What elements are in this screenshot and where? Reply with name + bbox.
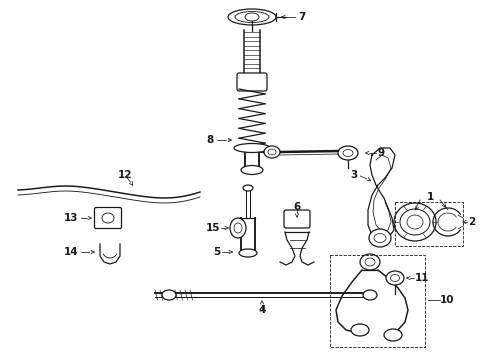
FancyBboxPatch shape bbox=[237, 73, 267, 91]
Text: 14: 14 bbox=[63, 247, 78, 257]
FancyBboxPatch shape bbox=[284, 210, 310, 228]
Bar bbox=[330, 255, 425, 347]
Ellipse shape bbox=[351, 324, 369, 336]
Ellipse shape bbox=[338, 146, 358, 160]
Ellipse shape bbox=[241, 166, 263, 175]
Text: 2: 2 bbox=[468, 217, 475, 227]
Text: 1: 1 bbox=[426, 192, 434, 202]
Text: 5: 5 bbox=[213, 247, 220, 257]
Ellipse shape bbox=[363, 290, 377, 300]
Text: 8: 8 bbox=[207, 135, 214, 145]
Ellipse shape bbox=[391, 274, 399, 282]
FancyBboxPatch shape bbox=[95, 207, 122, 229]
Text: 10: 10 bbox=[440, 295, 455, 305]
Ellipse shape bbox=[234, 144, 270, 153]
Ellipse shape bbox=[234, 223, 242, 233]
Text: 4: 4 bbox=[258, 305, 266, 315]
Ellipse shape bbox=[268, 149, 276, 155]
Ellipse shape bbox=[386, 271, 404, 285]
Ellipse shape bbox=[230, 218, 246, 238]
Ellipse shape bbox=[374, 234, 386, 243]
Ellipse shape bbox=[384, 329, 402, 341]
Text: 13: 13 bbox=[64, 213, 78, 223]
Ellipse shape bbox=[228, 9, 276, 25]
Ellipse shape bbox=[343, 149, 353, 157]
Text: 6: 6 bbox=[294, 202, 301, 212]
Ellipse shape bbox=[243, 185, 253, 191]
Ellipse shape bbox=[245, 13, 259, 21]
Ellipse shape bbox=[264, 146, 280, 158]
Text: 7: 7 bbox=[298, 12, 305, 22]
Text: 3: 3 bbox=[351, 170, 358, 180]
Text: 11: 11 bbox=[415, 273, 430, 283]
Ellipse shape bbox=[365, 258, 375, 266]
Ellipse shape bbox=[239, 249, 257, 257]
Ellipse shape bbox=[162, 290, 176, 300]
Ellipse shape bbox=[407, 215, 423, 229]
Ellipse shape bbox=[360, 254, 380, 270]
Ellipse shape bbox=[235, 12, 269, 23]
Text: 15: 15 bbox=[205, 223, 220, 233]
Text: 9: 9 bbox=[378, 148, 385, 158]
Ellipse shape bbox=[369, 229, 391, 247]
Ellipse shape bbox=[102, 213, 114, 223]
Bar bbox=[395, 202, 463, 246]
Text: 12: 12 bbox=[118, 170, 132, 180]
Ellipse shape bbox=[394, 203, 436, 241]
Ellipse shape bbox=[400, 209, 430, 235]
